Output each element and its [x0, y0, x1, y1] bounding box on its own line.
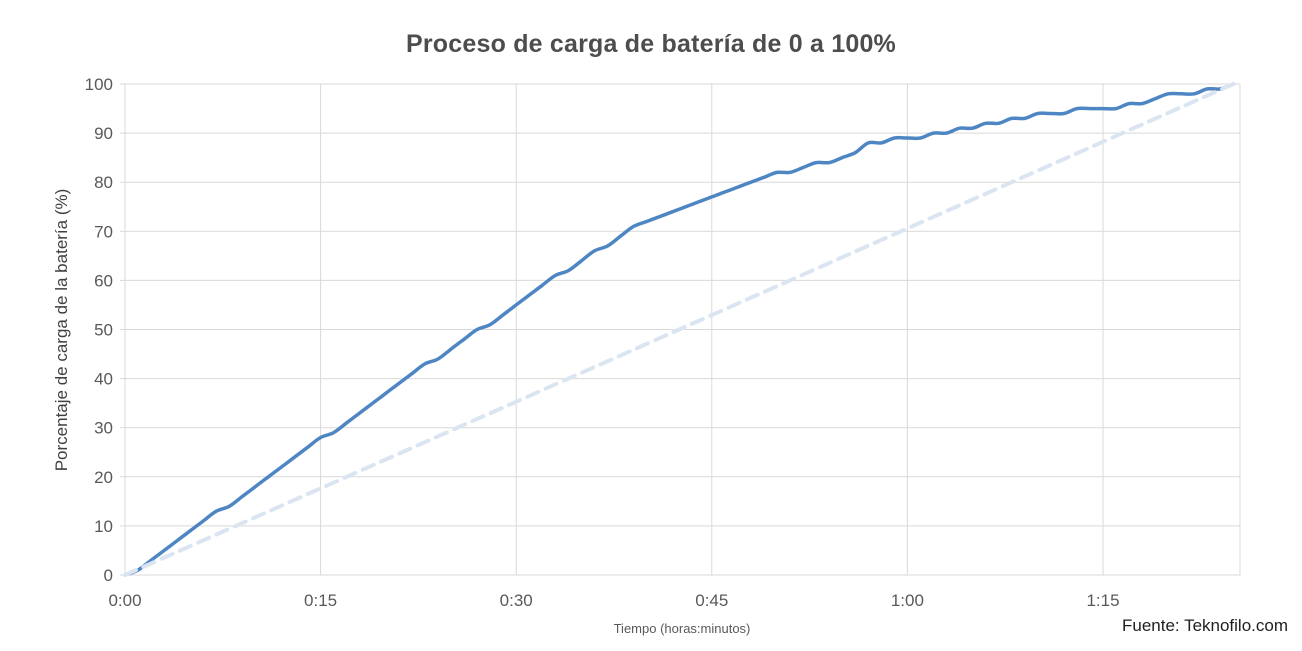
y-tick-label: 70	[94, 222, 113, 241]
x-tick-label: 0:30	[500, 591, 533, 610]
y-tick-label: 0	[104, 566, 113, 585]
y-tick-label: 60	[94, 271, 113, 290]
x-axis-title: Tiempo (horas:minutos)	[613, 621, 751, 636]
y-tick-label: 20	[94, 468, 113, 487]
source-credit: Fuente: Teknofilo.com	[1122, 616, 1288, 635]
y-tick-label: 90	[94, 124, 113, 143]
plot-border	[124, 83, 1241, 576]
y-tick-label: 50	[94, 321, 113, 340]
charge-curve-line	[123, 82, 1236, 577]
y-tick-label: 30	[94, 419, 113, 438]
x-tick-label: 1:00	[891, 591, 924, 610]
x-tick-label: 0:45	[695, 591, 728, 610]
y-axis-title: Porcentaje de carga de la batería (%)	[52, 188, 71, 472]
y-tick-label: 10	[94, 517, 113, 536]
y-tick-label: 40	[94, 370, 113, 389]
x-tick-label: 0:00	[108, 591, 141, 610]
x-tick-label: 1:15	[1086, 591, 1119, 610]
linear-reference-line	[123, 82, 1236, 577]
chart-title: Proceso de carga de batería de 0 a 100%	[406, 30, 896, 58]
y-tick-label: 80	[94, 173, 113, 192]
x-tick-label: 0:15	[304, 591, 337, 610]
y-tick-label: 100	[85, 75, 113, 94]
